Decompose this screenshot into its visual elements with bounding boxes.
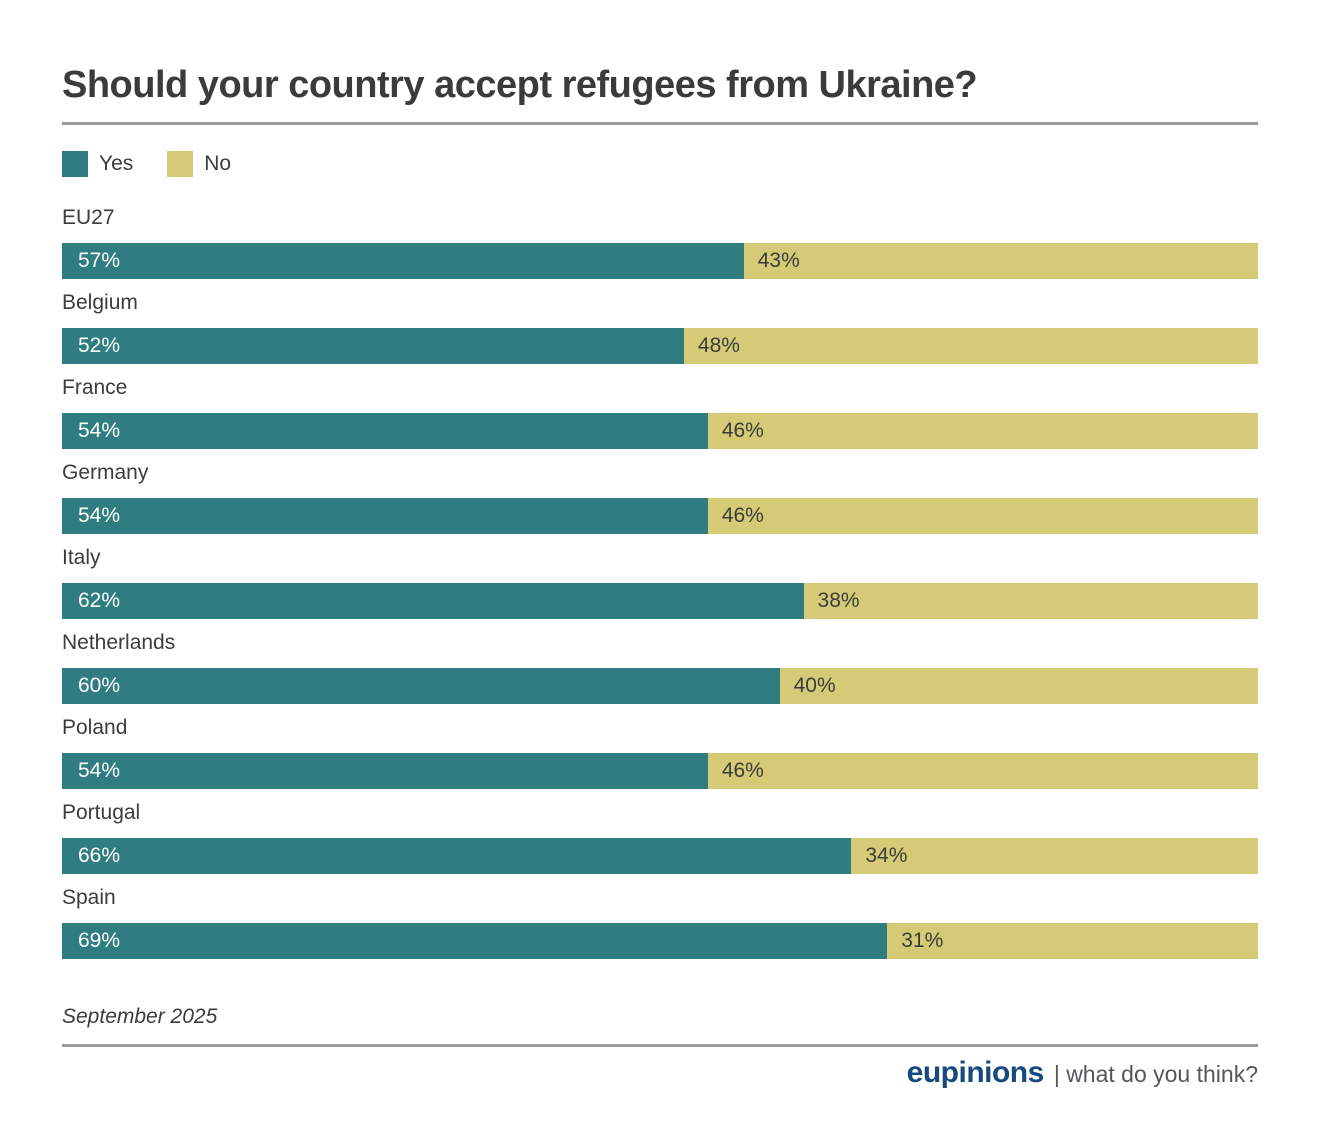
- country-label: Italy: [62, 545, 101, 569]
- no-value-label: 46%: [721, 503, 764, 527]
- yes-segment: 60%: [62, 667, 780, 704]
- no-segment: 46%: [707, 752, 1258, 789]
- legend: Yes No: [62, 150, 1258, 177]
- yes-segment: 57%: [62, 242, 744, 279]
- yes-segment: 54%: [62, 412, 708, 449]
- stacked-bar: 60% 40%: [62, 667, 1258, 704]
- yes-segment: 52%: [62, 327, 684, 364]
- country-row: Poland 54% 46%: [62, 716, 1258, 789]
- no-value-label: 34%: [865, 843, 908, 867]
- no-segment: 46%: [707, 412, 1258, 449]
- no-segment: 38%: [803, 582, 1258, 619]
- no-value-label: 38%: [817, 588, 860, 612]
- yes-value-label: 57%: [78, 248, 121, 272]
- no-value-label: 43%: [757, 248, 800, 272]
- country-label: Portugal: [62, 800, 141, 824]
- date-label: September 2025: [62, 1004, 218, 1028]
- no-segment: 34%: [851, 837, 1258, 874]
- no-segment: 40%: [779, 667, 1258, 704]
- title-divider: [62, 121, 1258, 125]
- yes-value-label: 54%: [78, 418, 121, 442]
- stacked-bar: 69% 31%: [62, 922, 1258, 959]
- branding: eupinions | what do you think?: [62, 1056, 1258, 1090]
- yes-segment: 69%: [62, 922, 888, 959]
- yes-segment: 54%: [62, 752, 708, 789]
- no-value-label: 31%: [901, 928, 944, 952]
- no-segment: 43%: [743, 242, 1258, 279]
- no-segment: 31%: [887, 922, 1258, 959]
- brand-logo: eupinions: [906, 1055, 1045, 1089]
- stacked-bar: 54% 46%: [62, 412, 1258, 449]
- brand-tagline: | what do you think?: [1053, 1060, 1258, 1087]
- country-label: Netherlands: [62, 630, 176, 654]
- country-row: Portugal 66% 34%: [62, 801, 1258, 874]
- stacked-bar: 52% 48%: [62, 327, 1258, 364]
- no-value-label: 46%: [721, 418, 764, 442]
- yes-value-label: 69%: [78, 928, 121, 952]
- yes-value-label: 52%: [78, 333, 121, 357]
- legend-yes-swatch: [62, 150, 88, 177]
- bar-rows: EU27 57% 43% Belgium 52% 48% France 54% 46% Germa…: [62, 206, 1258, 959]
- yes-value-label: 62%: [78, 588, 121, 612]
- chart-container: Should your country accept refugees from…: [62, 64, 1258, 1090]
- stacked-bar: 62% 38%: [62, 582, 1258, 619]
- country-row: Spain 69% 31%: [62, 886, 1258, 959]
- country-row: EU27 57% 43%: [62, 206, 1258, 279]
- no-value-label: 40%: [793, 673, 836, 697]
- legend-no-label: No: [204, 151, 232, 175]
- country-label: EU27: [62, 205, 115, 229]
- legend-no-swatch: [167, 150, 194, 177]
- country-label: Belgium: [62, 290, 138, 314]
- country-row: Belgium 52% 48%: [62, 291, 1258, 364]
- country-label: Poland: [62, 715, 128, 739]
- country-row: Italy 62% 38%: [62, 546, 1258, 619]
- yes-value-label: 54%: [78, 503, 121, 527]
- yes-value-label: 66%: [78, 843, 121, 867]
- yes-value-label: 54%: [78, 758, 121, 782]
- legend-yes-label: Yes: [99, 151, 134, 175]
- country-label: Spain: [62, 885, 116, 909]
- chart-title: Should your country accept refugees from…: [62, 64, 978, 106]
- country-row: Germany 54% 46%: [62, 461, 1258, 534]
- yes-segment: 62%: [62, 582, 804, 619]
- stacked-bar: 54% 46%: [62, 752, 1258, 789]
- country-row: France 54% 46%: [62, 376, 1258, 449]
- stacked-bar: 66% 34%: [62, 837, 1258, 874]
- stacked-bar: 57% 43%: [62, 242, 1258, 279]
- country-label: Germany: [62, 460, 149, 484]
- country-label: France: [62, 375, 128, 399]
- no-segment: 48%: [683, 327, 1258, 364]
- yes-value-label: 60%: [78, 673, 121, 697]
- no-value-label: 46%: [721, 758, 764, 782]
- stacked-bar: 54% 46%: [62, 497, 1258, 534]
- footer-divider: [62, 1043, 1258, 1047]
- yes-segment: 66%: [62, 837, 852, 874]
- country-row: Netherlands 60% 40%: [62, 631, 1258, 704]
- yes-segment: 54%: [62, 497, 708, 534]
- no-segment: 46%: [707, 497, 1258, 534]
- no-value-label: 48%: [697, 333, 740, 357]
